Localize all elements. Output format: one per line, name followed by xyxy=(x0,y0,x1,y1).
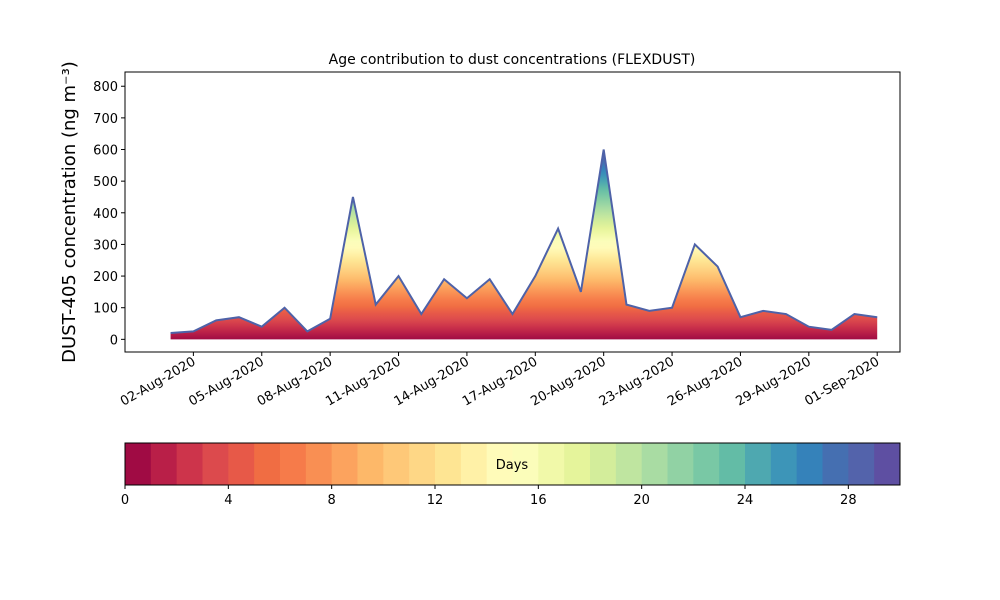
area xyxy=(170,149,878,340)
x-tick-label: 01-Sep-2020 xyxy=(802,354,882,409)
y-tick-label: 0 xyxy=(110,333,118,348)
x-tick-label: 11-Aug-2020 xyxy=(323,354,403,409)
y-tick-label: 300 xyxy=(93,238,118,253)
colorbar-cell xyxy=(435,443,462,485)
colorbar-cell xyxy=(770,443,798,485)
colorbar-cell xyxy=(383,443,410,485)
colorbar-cell xyxy=(357,443,384,485)
colorbar-cell xyxy=(796,443,823,485)
colorbar-cell xyxy=(822,443,849,485)
x-tick-label: 02-Aug-2020 xyxy=(118,354,198,409)
x-tick-label: 17-Aug-2020 xyxy=(460,354,540,409)
y-tick-label: 400 xyxy=(93,207,118,222)
colorbar-cell xyxy=(202,443,229,485)
colorbar-cell xyxy=(150,443,178,485)
y-tick-label: 100 xyxy=(93,302,118,317)
colorbar-cell xyxy=(719,443,746,485)
colorbar-cell xyxy=(512,443,539,485)
x-tick-label: 23-Aug-2020 xyxy=(597,354,677,409)
colorbar-cell xyxy=(305,443,333,485)
y-tick-label: 500 xyxy=(93,175,118,190)
plot-frame xyxy=(124,71,901,353)
colorbar-cell xyxy=(331,443,358,485)
colorbar-cell xyxy=(590,443,617,485)
chart-title: Age contribution to dust concentrations … xyxy=(329,52,696,68)
y-tick-label: 800 xyxy=(93,80,118,95)
colorbar-cell xyxy=(460,443,488,485)
colorbar-tick-label: 12 xyxy=(427,493,444,508)
colorbar-cell xyxy=(667,443,694,485)
y-axis-label: DUST-405 concentration (ng m⁻³) xyxy=(59,61,80,363)
colorbar-cell xyxy=(486,443,513,485)
x-tick-label: 05-Aug-2020 xyxy=(186,354,266,409)
colorbar-tick-label: 8 xyxy=(328,493,336,508)
colorbar-tick-label: 16 xyxy=(530,493,547,508)
colorbar-cell xyxy=(538,443,565,485)
colorbar-cell xyxy=(409,443,436,485)
x-tick-label: 29-Aug-2020 xyxy=(733,354,813,409)
colorbar-cell xyxy=(280,443,307,485)
colorbar-cell xyxy=(254,443,281,485)
colorbar-cell xyxy=(874,443,901,485)
line xyxy=(170,149,878,335)
colorbar-cell xyxy=(176,443,203,485)
colorbar-frame xyxy=(124,442,901,486)
x-tick-label: 26-Aug-2020 xyxy=(665,354,745,409)
colorbar-cell xyxy=(693,443,720,485)
colorbar-tick-label: 4 xyxy=(224,493,232,508)
x-tick-label: 14-Aug-2020 xyxy=(392,354,472,409)
colorbar-tick-label: 0 xyxy=(121,493,129,508)
colorbar-label: Days xyxy=(496,458,529,473)
colorbar-cell xyxy=(848,443,875,485)
y-tick-label: 600 xyxy=(93,144,118,159)
colorbar-tick-label: 20 xyxy=(633,493,650,508)
y-tick-label: 200 xyxy=(93,270,118,285)
colorbar-cell xyxy=(745,443,772,485)
colorbar-tick-label: 24 xyxy=(737,493,754,508)
colorbar-cell xyxy=(641,443,668,485)
x-tick-label: 08-Aug-2020 xyxy=(255,354,335,409)
colorbar-cell xyxy=(228,443,255,485)
colorbar-cell xyxy=(615,443,643,485)
colorbar-cell xyxy=(125,443,152,485)
y-tick-label: 700 xyxy=(93,112,118,127)
x-tick-label: 20-Aug-2020 xyxy=(528,354,608,409)
colorbar-tick-label: 28 xyxy=(840,493,857,508)
colorbar xyxy=(125,443,901,485)
colorbar-cell xyxy=(564,443,591,485)
